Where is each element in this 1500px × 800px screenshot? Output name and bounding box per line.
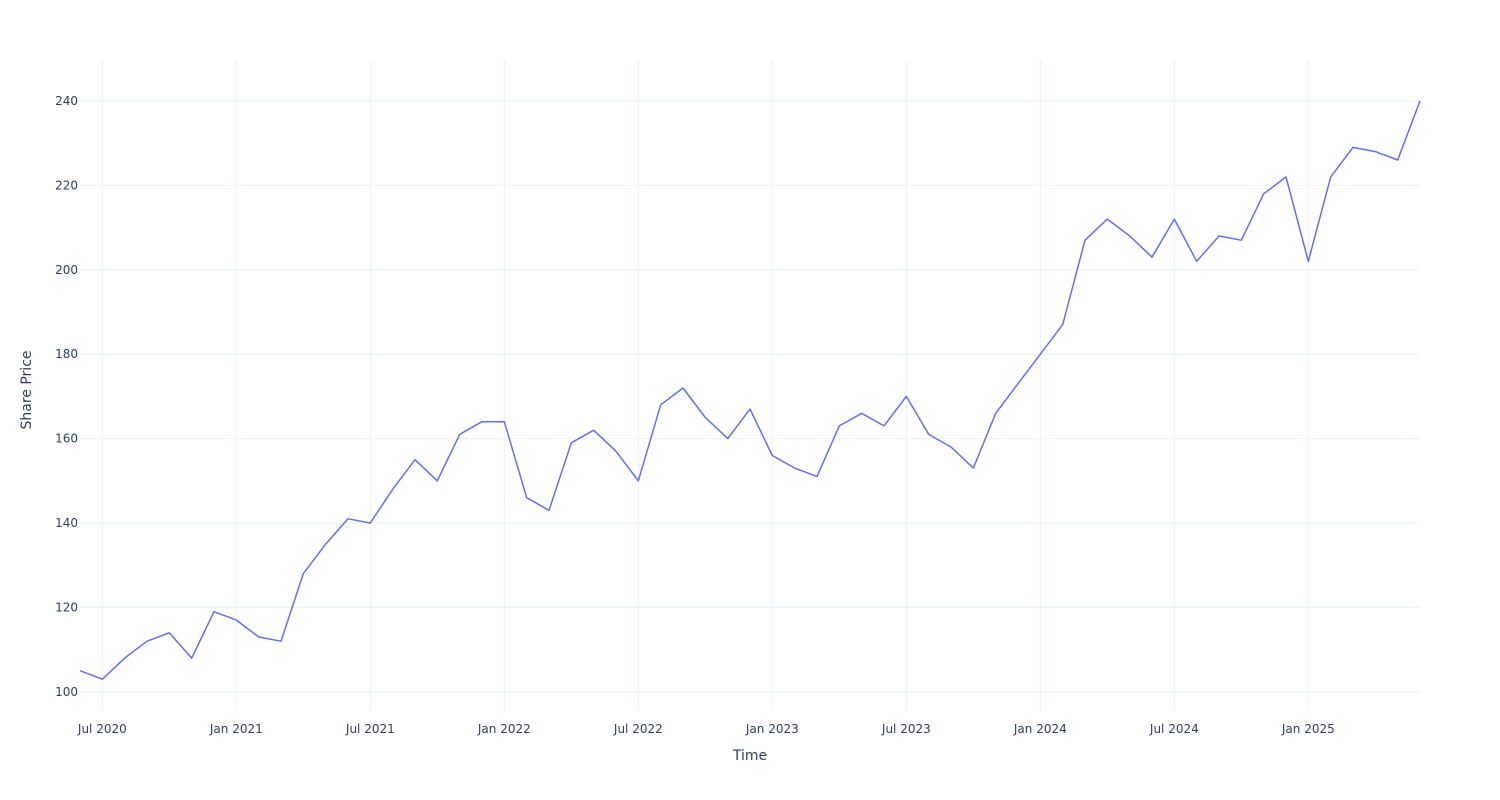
x-tick-label: Jan 2021: [209, 722, 263, 736]
y-tick-label: 120: [55, 600, 78, 614]
x-tick-label: Jul 2020: [77, 722, 127, 736]
x-tick-label: Jan 2025: [1281, 722, 1335, 736]
price-line: [79, 100, 1421, 680]
y-axis-title: Share Price: [19, 350, 35, 429]
y-tick-label: 100: [55, 685, 78, 699]
x-axis-title: Time: [732, 748, 767, 764]
x-tick-label: Jul 2023: [881, 722, 931, 736]
y-tick-label: 140: [55, 516, 78, 530]
y-tick-label: 180: [55, 347, 78, 361]
x-tick-label: Jan 2023: [745, 722, 799, 736]
y-tick-label: 240: [55, 94, 78, 108]
x-tick-label: Jul 2021: [345, 722, 395, 736]
x-tick-label: Jan 2022: [477, 722, 531, 736]
y-tick-label: 220: [55, 178, 78, 192]
y-tick-label: 200: [55, 263, 78, 277]
x-tick-label: Jul 2022: [613, 722, 663, 736]
x-tick-label: Jan 2024: [1013, 722, 1067, 736]
y-tick-label: 160: [55, 432, 78, 446]
x-tick-label: Jul 2024: [1149, 722, 1199, 736]
